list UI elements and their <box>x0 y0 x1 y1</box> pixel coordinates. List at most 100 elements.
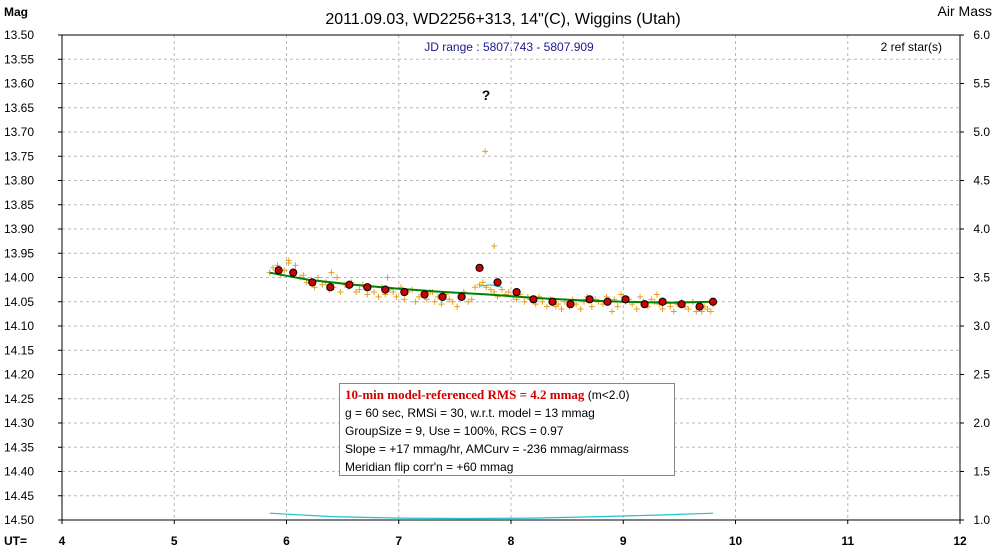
stats-line-rms: 10-min model-referenced RMS = 4.2 mmag (… <box>345 386 669 404</box>
group-average-point <box>658 297 667 306</box>
individual-measurement-point <box>479 279 486 286</box>
individual-measurement-point <box>618 291 625 298</box>
individual-measurement-point <box>431 298 438 305</box>
individual-measurement-point <box>438 301 445 308</box>
jd-range-label: JD range : 5807.743 - 5807.909 <box>424 40 594 54</box>
x-tick-label: 8 <box>508 534 515 548</box>
individual-measurement-point <box>328 269 335 276</box>
individual-measurement-point <box>577 306 584 313</box>
individual-measurement-point <box>653 291 660 298</box>
individual-measurement-point <box>685 306 692 313</box>
left-tick-label: 14.00 <box>4 271 34 285</box>
group-average-point <box>457 292 466 301</box>
left-tick-label: 13.95 <box>4 246 34 260</box>
individual-measurement-point <box>300 272 307 279</box>
question-mark-annotation: ? <box>482 87 491 103</box>
left-tick-label: 14.30 <box>4 416 34 430</box>
left-tick-label: 13.85 <box>4 198 34 212</box>
left-tick-label: 13.70 <box>4 125 34 139</box>
individual-measurement-point <box>353 289 360 296</box>
group-average-point <box>695 302 704 311</box>
individual-measurement-point <box>543 303 550 310</box>
stats-line-meridian-flip: Meridian flip corr'n = +60 mmag <box>345 460 514 474</box>
individual-measurement-point <box>412 298 419 305</box>
individual-measurement-point <box>707 308 714 315</box>
x-tick-label: 5 <box>171 534 178 548</box>
left-tick-label: 14.25 <box>4 392 34 406</box>
flip-segment-line <box>479 284 503 288</box>
x-tick-label: 6 <box>283 534 290 548</box>
individual-measurement-point <box>393 293 400 300</box>
individual-measurement-point <box>505 289 512 296</box>
right-tick-label: 1.5 <box>973 465 990 479</box>
right-tick-label: 3.0 <box>973 319 990 333</box>
stats-line-slope: Slope = +17 mmag/hr, AMCurv = -236 mmag/… <box>345 442 629 456</box>
individual-measurement-point <box>472 284 479 291</box>
individual-measurement-point <box>659 306 666 313</box>
group-average-point <box>475 263 484 272</box>
left-tick-label: 14.45 <box>4 489 34 503</box>
right-tick-label: 3.5 <box>973 271 990 285</box>
group-average-point <box>345 280 354 289</box>
data-marks <box>266 148 718 520</box>
right-tick-label: 2.0 <box>973 416 990 430</box>
left-tick-label: 13.90 <box>4 222 34 236</box>
x-axis-label: UT= <box>4 534 27 548</box>
individual-measurement-point <box>285 257 292 264</box>
group-average-point <box>420 290 429 299</box>
group-average-point <box>566 300 575 309</box>
individual-measurement-point <box>356 286 363 293</box>
group-average-point <box>585 295 594 304</box>
group-average-point <box>548 297 557 306</box>
group-average-point <box>512 287 521 297</box>
left-tick-label: 14.35 <box>4 440 34 454</box>
individual-measurement-point <box>521 298 528 305</box>
left-axis: 13.50 13.55 13.60 13.65 13.70 13.75 13.80 13.85… <box>4 28 62 527</box>
individual-measurement-point <box>552 303 559 310</box>
group-average-point <box>326 283 335 292</box>
x-axis: 4 5 6 7 8 9 10 11 12 <box>59 520 967 548</box>
right-tick-label: 1.0 <box>973 513 990 527</box>
left-tick-label: 14.20 <box>4 368 34 382</box>
individual-measurement-point <box>476 281 483 288</box>
individual-measurement-point <box>693 308 700 315</box>
group-average-point <box>289 268 298 277</box>
right-tick-label: 4.5 <box>973 174 990 188</box>
left-tick-label: 13.60 <box>4 77 34 91</box>
individual-measurement-point <box>468 296 475 303</box>
individual-measurement-point <box>539 298 546 305</box>
group-average-point <box>677 300 686 309</box>
individual-measurement-point <box>482 148 489 155</box>
individual-measurement-point <box>633 306 640 313</box>
left-tick-label: 13.80 <box>4 174 34 188</box>
left-tick-label: 13.65 <box>4 101 34 115</box>
chart-title: 2011.09.03, WD2256+313, 14"(C), Wiggins … <box>325 11 680 28</box>
individual-measurement-point <box>670 308 677 315</box>
right-axis: 6.0 5.5 5.0 4.5 4.0 3.5 3.0 2.5 2.0 1.5 1.0 <box>960 28 990 527</box>
group-average-point <box>529 295 538 304</box>
individual-measurement-point <box>648 296 655 303</box>
group-average-point <box>400 287 409 297</box>
individual-measurement-point <box>292 262 299 269</box>
individual-measurement-point <box>704 306 711 313</box>
group-average-point <box>381 285 390 294</box>
left-tick-label: 14.40 <box>4 465 34 479</box>
group-average-point <box>438 292 447 301</box>
individual-measurement-point <box>371 289 378 296</box>
individual-measurement-point <box>384 274 391 281</box>
left-tick-label: 14.50 <box>4 513 34 527</box>
left-tick-label: 13.50 <box>4 28 34 42</box>
individual-measurement-point <box>319 281 326 288</box>
group-average-point <box>308 278 317 287</box>
group-average-point <box>363 283 372 292</box>
individual-measurement-point <box>415 293 422 300</box>
model-line <box>269 271 714 304</box>
individual-measurement-point <box>487 286 494 293</box>
individual-measurement-point <box>667 303 674 310</box>
right-tick-label: 2.5 <box>973 368 990 382</box>
air-mass-line <box>269 512 714 520</box>
individual-measurement-point <box>499 286 506 293</box>
left-tick-label: 13.55 <box>4 52 34 66</box>
individual-measurement-point <box>446 296 453 303</box>
